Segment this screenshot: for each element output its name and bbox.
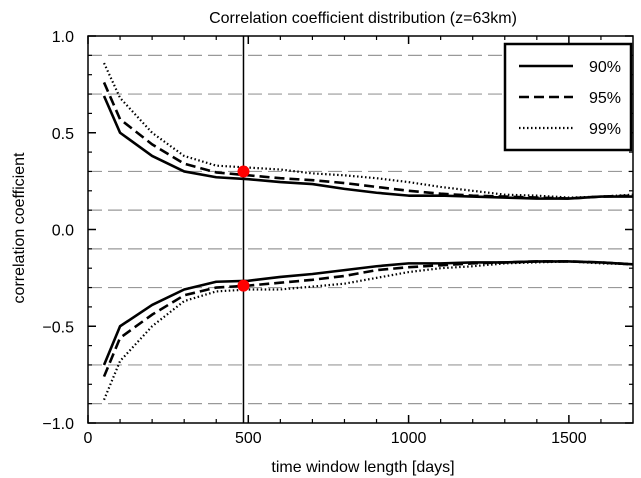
axis-tick-labels: 0 500 1000 1500 −1.0 −0.5 0.0 0.5 1.0 — [42, 29, 586, 447]
x-tick-label-0: 0 — [84, 430, 93, 447]
highlight-point-0 — [237, 165, 250, 178]
y-tick-label-4: 1.0 — [52, 29, 74, 46]
legend: 90% 95% 99% — [503, 42, 633, 152]
chart-title: Correlation coefficient distribution (z=… — [209, 10, 517, 27]
x-tick-label-2: 1000 — [391, 430, 427, 447]
y-tick-label-3: 0.5 — [52, 126, 74, 143]
highlight-points — [237, 165, 250, 292]
y-axis-title: correlation coefficient — [11, 152, 28, 303]
series-line-99pct-lower — [103, 260, 633, 401]
plot-frame — [87, 35, 634, 424]
legend-label-0: 90% — [589, 59, 621, 76]
series-line-90pct-upper — [102, 95, 633, 200]
series-line-95pct-lower — [102, 260, 633, 378]
y-tick-label-0: −1.0 — [42, 416, 74, 433]
series-line-90pct-lower — [102, 260, 633, 366]
reference-lines — [88, 54, 633, 405]
series-lines — [102, 62, 633, 401]
x-axis-title: time window length [days] — [271, 459, 454, 476]
x-tick-label-3: 1500 — [551, 430, 587, 447]
legend-label-1: 95% — [589, 90, 621, 107]
y-tick-label-1: −0.5 — [42, 319, 74, 336]
legend-label-2: 99% — [589, 121, 621, 138]
highlight-point-1 — [237, 279, 250, 292]
series-line-95pct-upper — [102, 81, 633, 200]
y-tick-label-2: 0.0 — [52, 223, 74, 240]
x-tick-label-1: 500 — [235, 430, 262, 447]
